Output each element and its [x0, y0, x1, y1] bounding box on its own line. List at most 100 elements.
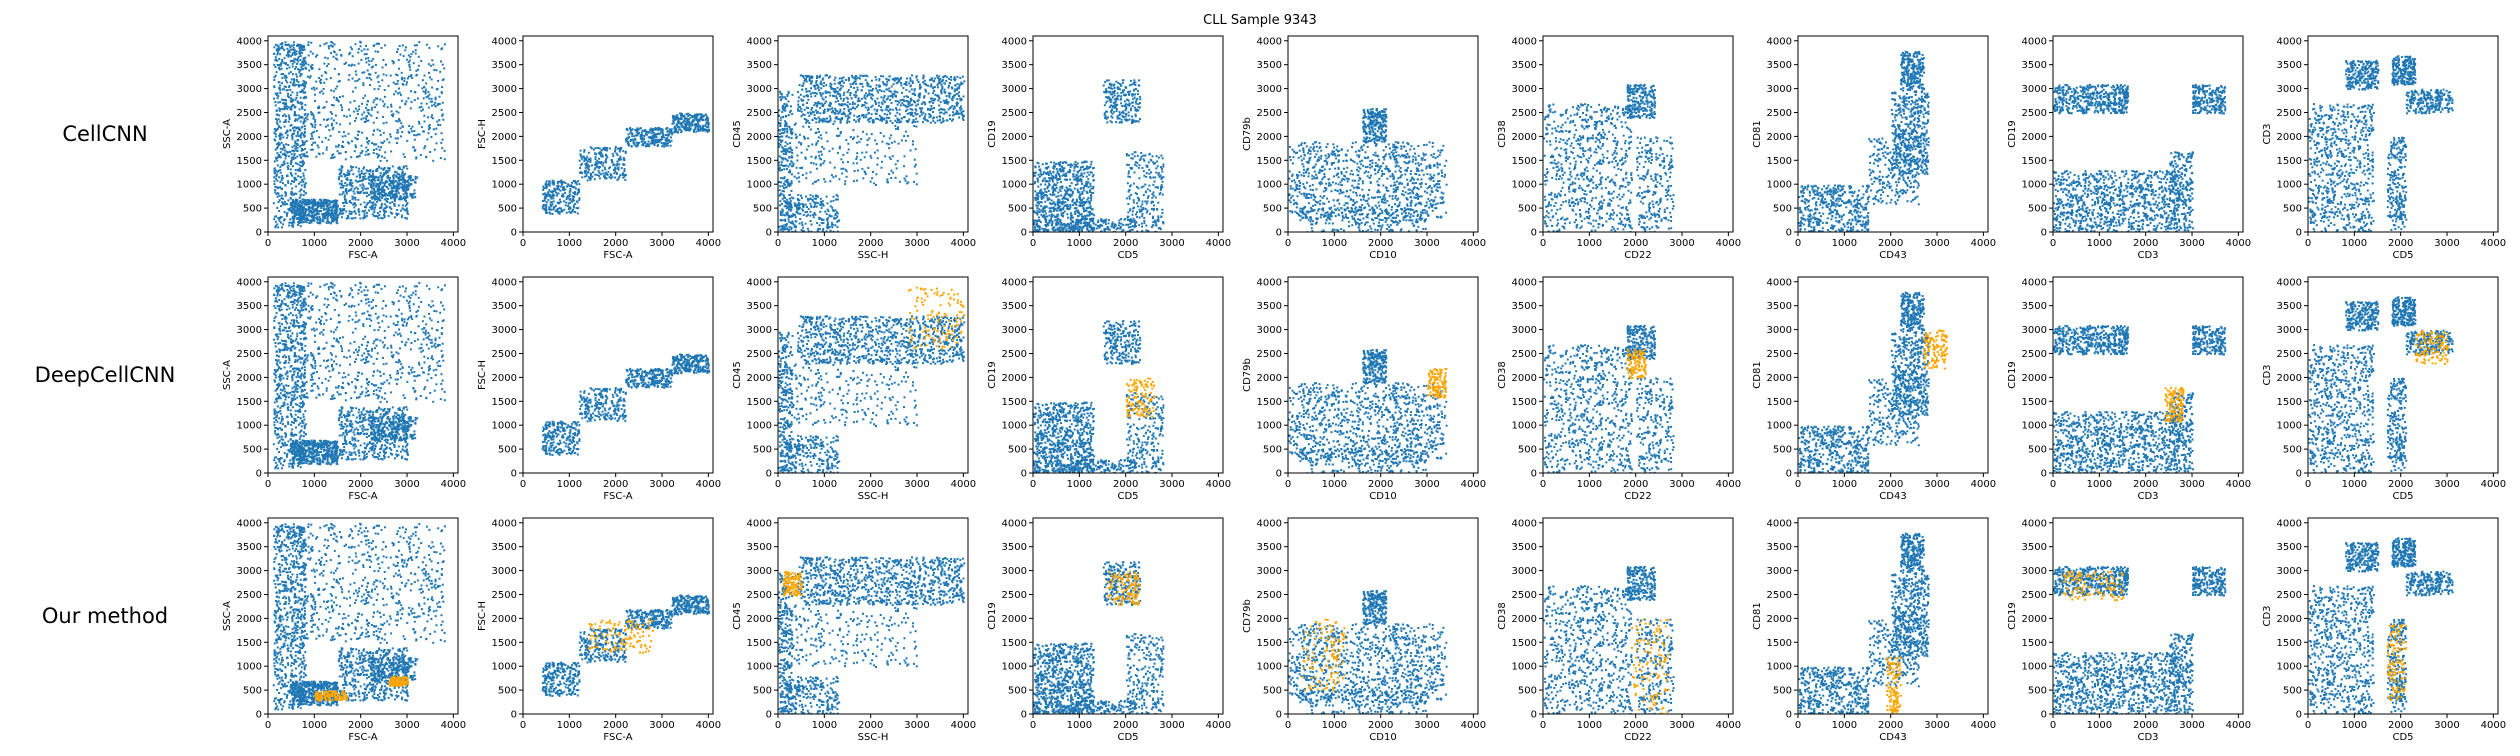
- data-point: [850, 108, 852, 111]
- data-point: [298, 203, 301, 206]
- data-point: [857, 76, 860, 79]
- data-point: [922, 111, 925, 114]
- data-point: [288, 118, 291, 120]
- data-point: [286, 44, 289, 46]
- data-point: [296, 131, 299, 133]
- data-point: [386, 198, 389, 200]
- data-point: [878, 114, 881, 117]
- data-point: [326, 216, 329, 218]
- data-point: [376, 128, 379, 131]
- data-point: [809, 92, 812, 95]
- data-point: [312, 209, 315, 212]
- data-point: [365, 44, 367, 47]
- data-point: [548, 189, 551, 192]
- data-point: [314, 213, 317, 216]
- data-point: [689, 127, 692, 130]
- data-point: [331, 209, 334, 212]
- data-point: [914, 121, 917, 123]
- data-point: [406, 183, 409, 186]
- data-point: [423, 74, 426, 77]
- data-point: [321, 214, 324, 217]
- data-point: [354, 136, 357, 139]
- data-point: [885, 119, 888, 122]
- data-point: [879, 119, 882, 122]
- data-point: [442, 118, 445, 121]
- data-point: [778, 181, 781, 183]
- data-point: [805, 118, 808, 121]
- data-point: [920, 109, 923, 112]
- data-point: [430, 116, 433, 119]
- data-point: [378, 214, 381, 216]
- data-point: [398, 173, 401, 176]
- data-point: [416, 133, 419, 136]
- data-point: [813, 197, 816, 200]
- data-point: [441, 113, 444, 116]
- data-point: [805, 106, 808, 109]
- data-point: [412, 196, 415, 199]
- data-point: [657, 138, 659, 141]
- data-point: [383, 207, 386, 210]
- data-point: [817, 101, 820, 103]
- data-point: [863, 170, 866, 173]
- data-point: [867, 112, 870, 115]
- data-point: [374, 64, 377, 66]
- data-point: [685, 113, 688, 116]
- data-point: [302, 221, 305, 223]
- data-point: [901, 102, 904, 105]
- data-point: [274, 66, 277, 69]
- data-point: [285, 85, 287, 88]
- data-point: [832, 223, 835, 226]
- data-point: [834, 107, 837, 110]
- data-point: [946, 101, 949, 104]
- data-point: [340, 212, 343, 215]
- data-point: [309, 75, 312, 78]
- data-point: [308, 201, 311, 204]
- data-point: [330, 89, 333, 92]
- data-point: [377, 176, 380, 179]
- data-point: [571, 181, 574, 184]
- data-point: [596, 146, 599, 149]
- data-point: [367, 177, 370, 180]
- data-point: [396, 190, 399, 193]
- data-point: [302, 148, 305, 151]
- data-point: [363, 111, 366, 114]
- data-point: [808, 77, 811, 80]
- data-point: [647, 131, 650, 134]
- data-point: [811, 118, 814, 121]
- data-point: [955, 112, 958, 115]
- data-point: [274, 185, 277, 188]
- data-point: [324, 211, 327, 214]
- data-point: [375, 196, 378, 199]
- data-point: [638, 141, 640, 144]
- data-point: [373, 195, 376, 198]
- data-point: [619, 174, 622, 177]
- data-point: [800, 107, 803, 110]
- data-point: [836, 195, 839, 198]
- data-point: [785, 207, 788, 210]
- data-point: [835, 116, 838, 118]
- data-point: [798, 206, 801, 209]
- data-point: [819, 102, 822, 105]
- data-point: [801, 99, 804, 102]
- data-point: [940, 111, 943, 114]
- data-point: [329, 209, 331, 212]
- data-point: [939, 115, 941, 118]
- data-point: [331, 201, 334, 204]
- data-point: [285, 103, 288, 105]
- data-point: [357, 209, 360, 212]
- data-point: [305, 140, 308, 142]
- data-point: [274, 169, 277, 172]
- data-point: [273, 52, 276, 55]
- data-point: [401, 171, 404, 174]
- data-point: [635, 129, 638, 131]
- data-point: [783, 214, 786, 217]
- data-point: [811, 143, 814, 146]
- data-point: [404, 186, 406, 189]
- data-point: [282, 136, 285, 139]
- data-point: [799, 166, 802, 169]
- data-point: [340, 184, 343, 187]
- data-point: [286, 52, 289, 55]
- data-point: [367, 119, 370, 122]
- data-point: [885, 142, 888, 145]
- data-point: [295, 126, 298, 129]
